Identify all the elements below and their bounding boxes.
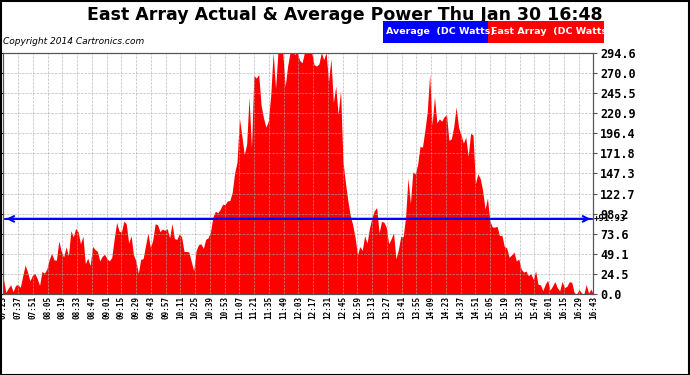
Text: 12:31: 12:31 [324, 296, 333, 320]
Text: 09:43: 09:43 [146, 296, 155, 320]
Text: 10:53: 10:53 [220, 296, 229, 320]
Text: 14:51: 14:51 [471, 296, 480, 320]
Text: 11:49: 11:49 [279, 296, 288, 320]
Text: 09:01: 09:01 [102, 296, 111, 320]
Text: 08:19: 08:19 [58, 296, 67, 320]
Text: 08:47: 08:47 [88, 296, 97, 320]
Text: 11:07: 11:07 [235, 296, 244, 320]
Text: 16:01: 16:01 [544, 296, 553, 320]
Text: 09:15: 09:15 [117, 296, 126, 320]
Text: 10:25: 10:25 [190, 296, 199, 320]
Text: 91.93: 91.93 [0, 206, 3, 232]
Text: 12:03: 12:03 [294, 296, 303, 320]
Text: 13:41: 13:41 [397, 296, 406, 320]
Text: 14:37: 14:37 [456, 296, 465, 320]
Text: East Array Actual & Average Power Thu Jan 30 16:48: East Array Actual & Average Power Thu Ja… [87, 6, 603, 24]
Text: 09:29: 09:29 [132, 296, 141, 320]
Text: 14:23: 14:23 [442, 296, 451, 320]
Text: 07:23: 07:23 [0, 296, 8, 320]
Text: Copyright 2014 Cartronics.com: Copyright 2014 Cartronics.com [3, 38, 145, 46]
Text: 11:35: 11:35 [264, 296, 273, 320]
Text: 13:13: 13:13 [368, 296, 377, 320]
Text: 13:27: 13:27 [382, 296, 391, 320]
Text: Average  (DC Watts): Average (DC Watts) [386, 27, 495, 36]
Text: 15:33: 15:33 [515, 296, 524, 320]
Text: 10:11: 10:11 [176, 296, 185, 320]
Text: 11:21: 11:21 [250, 296, 259, 320]
Text: 12:45: 12:45 [338, 296, 347, 320]
Text: 07:37: 07:37 [14, 296, 23, 320]
Text: East Array  (DC Watts): East Array (DC Watts) [491, 27, 612, 36]
Text: 07:51: 07:51 [28, 296, 37, 320]
Text: 09:57: 09:57 [161, 296, 170, 320]
Text: 12:17: 12:17 [308, 296, 317, 320]
Text: 12:59: 12:59 [353, 296, 362, 320]
Text: 10:39: 10:39 [206, 296, 215, 320]
Text: 15:19: 15:19 [500, 296, 509, 320]
Text: 15:47: 15:47 [530, 296, 539, 320]
Text: 08:05: 08:05 [43, 296, 52, 320]
Text: 16:29: 16:29 [574, 296, 583, 320]
Text: 08:33: 08:33 [72, 296, 81, 320]
Text: 15:05: 15:05 [486, 296, 495, 320]
Text: 16:15: 16:15 [560, 296, 569, 320]
Text: 16:43: 16:43 [589, 296, 598, 320]
Text: +91.93: +91.93 [594, 214, 627, 223]
Text: 13:55: 13:55 [412, 296, 421, 320]
Text: 14:09: 14:09 [426, 296, 435, 320]
